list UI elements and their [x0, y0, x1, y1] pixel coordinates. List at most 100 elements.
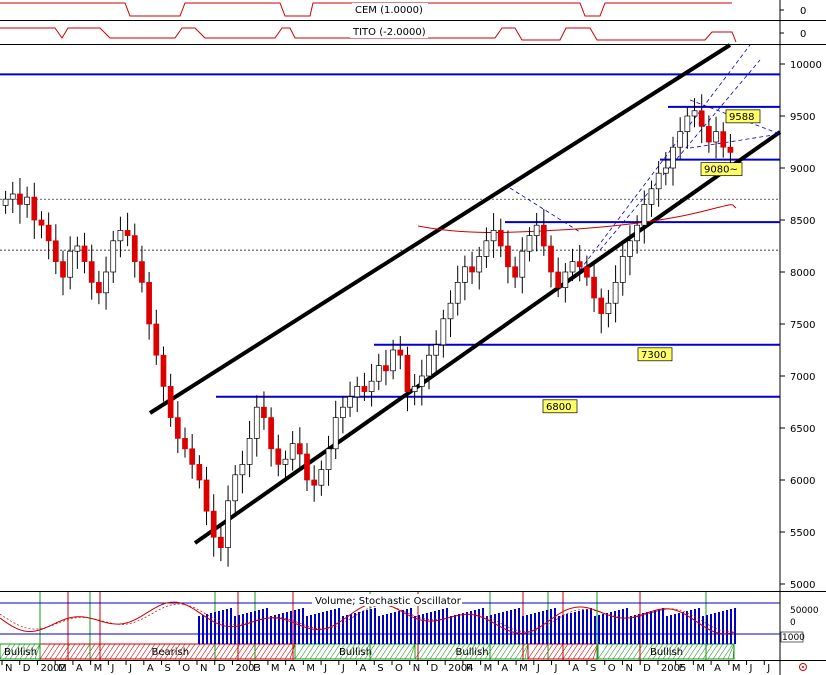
candle-body — [117, 230, 124, 242]
volume-bar — [450, 616, 452, 644]
volume-bar — [230, 608, 232, 644]
y-tick-label: 5500 — [790, 528, 815, 539]
regime-hatch — [139, 643, 151, 660]
volume-bar — [702, 616, 704, 644]
volume-bar — [654, 610, 656, 644]
x-tick-label: O — [608, 663, 616, 674]
regime-hatch — [344, 643, 356, 660]
candle-body — [677, 131, 684, 148]
volume-bar — [506, 611, 508, 644]
regime-hatch — [597, 643, 609, 660]
x-tick-label: D — [218, 663, 226, 674]
settings-icon[interactable] — [799, 663, 807, 671]
regime-hatch — [682, 643, 694, 660]
y-tick-label: 5000 — [790, 580, 815, 591]
price-panel — [0, 46, 780, 591]
regime-hatch — [414, 643, 426, 660]
volume-bar — [530, 614, 532, 644]
cem-label: CEM (1.0000) — [352, 3, 428, 16]
regime-hatch — [174, 643, 186, 660]
volume-bar — [730, 609, 732, 644]
candle-body — [454, 282, 461, 304]
moving-average-line — [417, 204, 737, 233]
candle-body — [253, 406, 260, 439]
regime-band: Bullish Bearish Bullish Bullish Bullish — [0, 592, 735, 660]
volume-bar — [718, 612, 720, 644]
candle-body — [74, 245, 81, 252]
candle-body — [447, 302, 454, 320]
regime-label: Bullish — [4, 647, 37, 658]
regime-hatch — [114, 643, 126, 660]
regime-hatch — [607, 643, 619, 660]
volume-bar — [434, 611, 436, 644]
candle-body — [497, 230, 504, 247]
x-tick-label: F — [253, 663, 259, 674]
candle-body — [17, 193, 23, 205]
regime-hatch — [369, 643, 381, 660]
volume-bar — [546, 610, 548, 644]
candle-body — [311, 479, 318, 486]
candle-body — [619, 256, 626, 283]
y-tick-label: 7000 — [790, 372, 815, 383]
regime-hatch — [712, 643, 724, 660]
regime-hatch — [329, 643, 341, 660]
x-tick-label: S — [590, 663, 596, 674]
tito-label: TITO (-2.0000) — [350, 25, 428, 38]
regime-hatch — [154, 643, 166, 660]
volume-bar — [234, 616, 236, 644]
x-tick-label: J — [536, 663, 540, 674]
candle-body — [246, 438, 253, 465]
regime-hatch — [244, 643, 256, 660]
candle-body — [648, 188, 655, 205]
volume-bar — [286, 612, 288, 644]
regime-hatch — [504, 643, 516, 660]
volume-bar — [466, 612, 468, 644]
candle-body — [706, 126, 712, 143]
projection-line — [579, 44, 751, 271]
candle-body — [131, 235, 138, 262]
regime-hatch — [424, 643, 436, 660]
y-tick-label: 8000 — [790, 268, 815, 279]
volume-bar — [238, 615, 240, 644]
regime-hatch — [732, 643, 735, 660]
candle-body — [153, 323, 160, 356]
regime-hatch — [149, 643, 161, 660]
volume-bar — [422, 614, 424, 644]
candle-body — [662, 167, 669, 174]
candle-body — [167, 386, 174, 418]
tito-line — [0, 27, 737, 43]
regime-hatch — [179, 643, 191, 660]
channel-lower-line — [193, 130, 782, 545]
regime-hatch — [69, 643, 81, 660]
candle-body — [9, 193, 16, 200]
candle-body — [218, 536, 224, 548]
regime-hatch — [99, 643, 111, 660]
x-tick-label: M — [306, 663, 315, 674]
regime-hatch — [39, 643, 51, 660]
projection-line — [599, 59, 761, 251]
volume-bar — [470, 611, 472, 644]
volume-bar — [598, 615, 600, 644]
volume-bar — [438, 610, 440, 644]
level-value-label: 9080~ — [704, 165, 738, 176]
volume-bar — [414, 616, 416, 644]
regime-hatch — [707, 643, 719, 660]
candle-body — [340, 406, 346, 418]
stochastic-oscillator: Volume; Stochastic Oscillator — [0, 594, 736, 635]
regime-hatch — [279, 643, 291, 660]
volume-bar — [582, 610, 584, 644]
regime-hatch — [499, 643, 511, 660]
candle-body — [462, 266, 468, 283]
volume-bar — [674, 614, 676, 644]
volume-bar — [326, 611, 328, 644]
x-tick-label: J — [554, 663, 558, 674]
candle-body — [332, 417, 339, 450]
volume-bar — [670, 615, 672, 644]
regime-hatch — [692, 643, 704, 660]
volume-bar — [294, 610, 296, 644]
regime-hatch — [294, 643, 306, 660]
candle-body — [347, 396, 353, 408]
volume-bar — [622, 609, 624, 644]
candle-body — [569, 261, 576, 273]
volume-bar — [734, 608, 736, 644]
